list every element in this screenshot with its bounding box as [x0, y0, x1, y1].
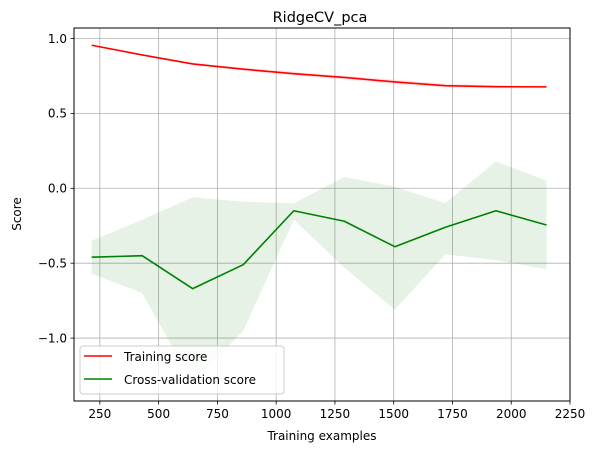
chart-title: RidgeCV_pca — [273, 10, 368, 26]
plot-area — [74, 28, 570, 401]
y-axis-label: Score — [10, 197, 24, 231]
band-cv — [91, 161, 547, 384]
x-tick-label: 2000 — [496, 407, 527, 421]
x-tick-label: 500 — [147, 407, 170, 421]
y-tick-label: −1.0 — [38, 331, 67, 345]
x-tick-label: 1750 — [437, 407, 468, 421]
series-line-cv — [91, 209, 547, 290]
x-tick-label: 1250 — [320, 407, 351, 421]
series-line-training — [91, 44, 547, 88]
y-axis-ticks: 1.0 0.5 0.0 −0.5 −1.0 — [38, 32, 74, 345]
series-lines — [91, 44, 547, 290]
x-tick-label: 250 — [88, 407, 111, 421]
y-tick-label: 0.0 — [48, 182, 67, 196]
legend-label-training: Training score — [123, 350, 207, 364]
x-tick-label: 1500 — [378, 407, 409, 421]
legend: Training score Cross-validation score — [79, 345, 285, 395]
y-tick-label: 0.5 — [48, 107, 67, 121]
legend-label-cv: Cross-validation score — [124, 373, 256, 387]
plot-frame — [73, 27, 571, 402]
x-axis-label: Training examples — [266, 429, 376, 443]
y-tick-label: −0.5 — [38, 256, 67, 270]
confidence-bands — [91, 44, 547, 384]
legend-box — [79, 345, 285, 395]
x-tick-label: 750 — [206, 407, 229, 421]
x-tick-label: 1000 — [261, 407, 292, 421]
x-tick-label: 2250 — [555, 407, 586, 421]
x-axis-ticks: 250 500 750 1000 1250 1500 1750 2000 2250 — [88, 401, 585, 421]
y-tick-label: 1.0 — [48, 32, 67, 46]
